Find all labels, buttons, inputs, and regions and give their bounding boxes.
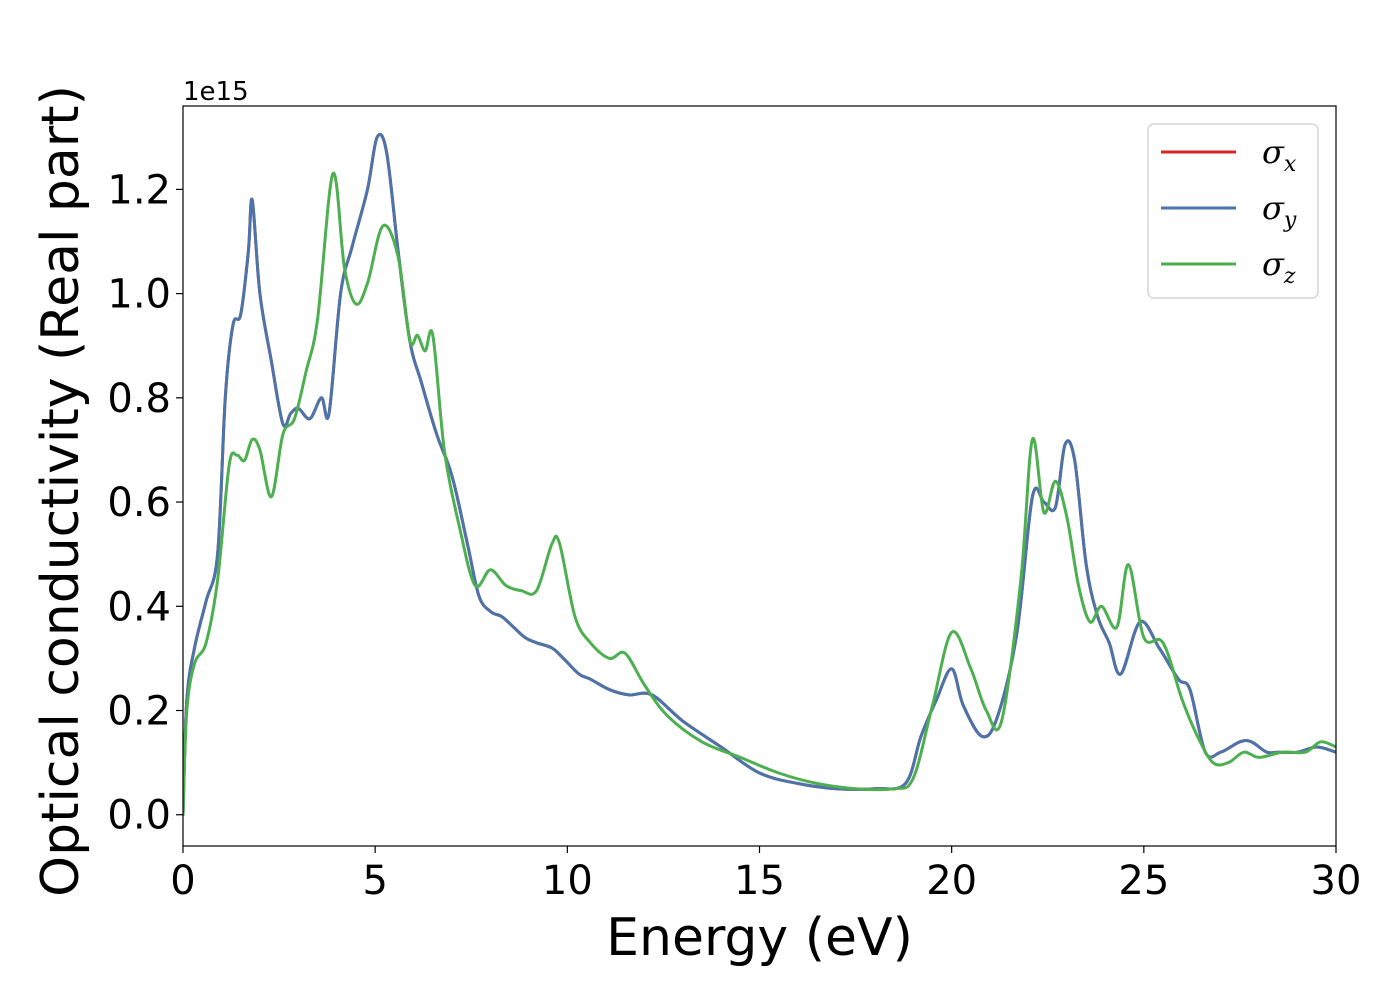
series-line-z xyxy=(183,171,1336,817)
x-tick-label: 20 xyxy=(926,858,977,904)
y-tick-label: 0.4 xyxy=(107,584,171,630)
series-line-y xyxy=(183,132,1336,817)
x-tick-label: 0 xyxy=(170,858,195,904)
y-tick-label: 0.6 xyxy=(107,480,171,526)
y-tick-label: 0.2 xyxy=(107,689,171,735)
x-tick-label: 30 xyxy=(1311,858,1362,904)
x-tick-label: 15 xyxy=(734,858,785,904)
legend-label-y: σy xyxy=(1262,189,1297,233)
y-offset-label: 1e15 xyxy=(183,77,249,107)
series-layer xyxy=(183,132,1336,817)
y-tick-label: 1.0 xyxy=(107,272,171,318)
x-tick-label: 25 xyxy=(1118,858,1169,904)
legend-label-z: σz xyxy=(1262,245,1296,289)
y-tick-label: 0.0 xyxy=(107,793,171,839)
x-tick-label: 10 xyxy=(542,858,593,904)
x-tick-label: 5 xyxy=(362,858,387,904)
x-axis: 0 5 10 15 20 25 30 xyxy=(170,846,1361,904)
y-tick-label: 0.8 xyxy=(107,376,171,422)
x-axis-title: Energy (eV) xyxy=(606,908,913,968)
legend: σx σy σz xyxy=(1147,123,1319,299)
legend-box xyxy=(1147,123,1319,299)
y-axis-title: Optical conductivity (Real part) xyxy=(31,85,91,897)
legend-label-x: σx xyxy=(1262,133,1297,177)
y-axis: 0.0 0.2 0.4 0.6 0.8 1.0 1.2 xyxy=(107,167,183,839)
y-tick-label: 1.2 xyxy=(107,167,171,213)
